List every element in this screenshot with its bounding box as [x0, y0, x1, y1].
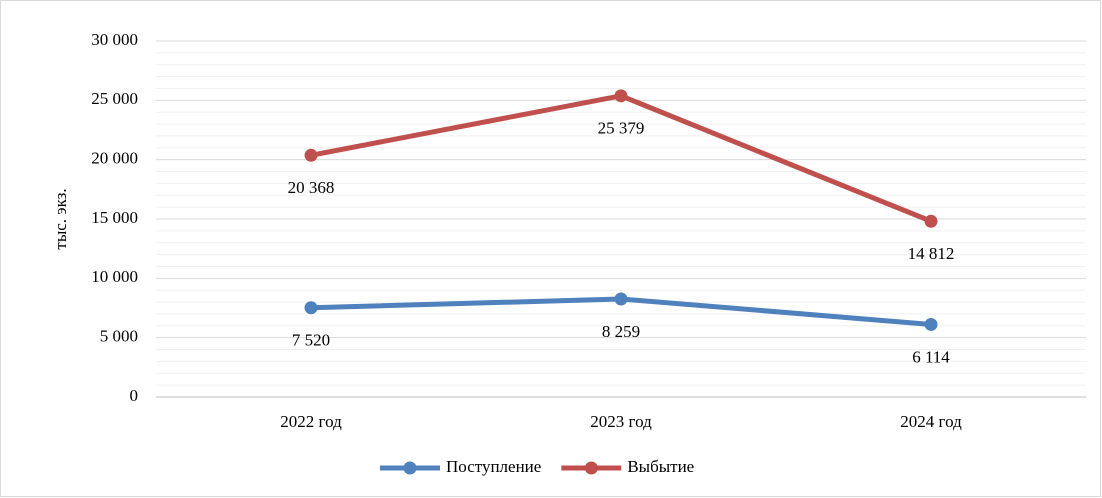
data-point: [614, 292, 628, 306]
legend-label: Выбытие: [627, 457, 694, 476]
data-point: [614, 89, 628, 103]
legend-marker: [403, 461, 417, 475]
y-tick-label: 25 000: [91, 89, 138, 108]
legend-marker: [584, 461, 598, 475]
legend-label: Поступление: [446, 457, 541, 476]
data-label: 25 379: [598, 119, 645, 138]
data-label: 20 368: [288, 178, 335, 197]
y-tick-label: 10 000: [91, 267, 138, 286]
data-label: 14 812: [908, 244, 955, 263]
data-point: [304, 148, 318, 162]
y-tick-label: 5 000: [100, 327, 138, 346]
data-label: 7 520: [292, 331, 330, 350]
y-axis-label: тыс. экз.: [51, 188, 70, 249]
data-label: 8 259: [602, 322, 640, 341]
data-point: [924, 317, 938, 331]
data-label: 6 114: [912, 347, 950, 366]
y-tick-label: 0: [130, 386, 139, 405]
data-point: [924, 214, 938, 228]
x-tick-label: 2024 год: [900, 412, 962, 431]
y-tick-label: 15 000: [91, 208, 138, 227]
y-tick-label: 20 000: [91, 149, 138, 168]
y-tick-label: 30 000: [91, 30, 138, 49]
data-point: [304, 301, 318, 315]
x-tick-label: 2023 год: [590, 412, 652, 431]
x-tick-label: 2022 год: [280, 412, 342, 431]
